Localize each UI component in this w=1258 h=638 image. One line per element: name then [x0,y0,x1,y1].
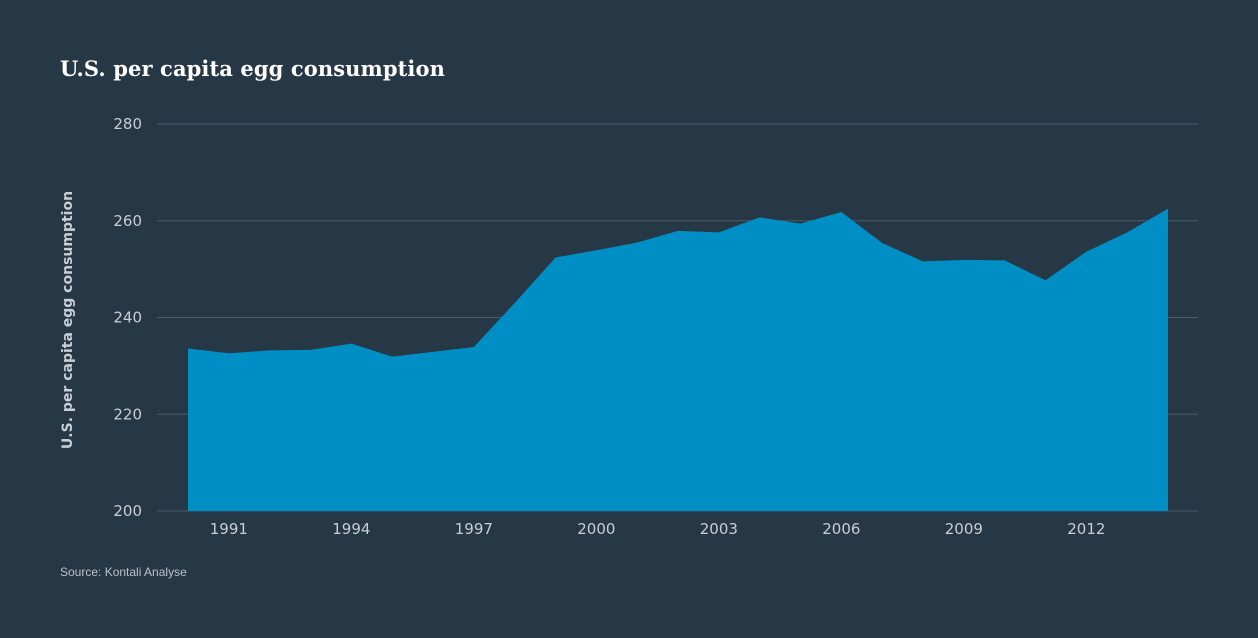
x-tick-label: 2000 [577,520,615,538]
x-tick-label: 1994 [332,520,370,538]
x-tick-label: 2012 [1067,520,1105,538]
y-tick-label: 200 [113,502,142,520]
x-tick-label: 2009 [945,520,983,538]
x-tick-label: 2006 [822,520,860,538]
y-tick-label: 260 [113,212,142,230]
y-axis-title: U.S. per capita egg consumption [60,191,76,449]
source-note: Source: Kontali Analyse [60,565,187,579]
y-tick-label: 280 [113,115,142,133]
y-axis-ticks: 200 220 240 260 280 [113,115,142,520]
x-tick-label: 1997 [455,520,493,538]
x-tick-label: 1991 [210,520,248,538]
x-tick-label: 2003 [700,520,738,538]
area-series-0 [188,208,1168,511]
plot-area [188,208,1168,511]
y-tick-label: 220 [113,405,142,423]
x-axis-ticks: 1991 1994 1997 2000 2003 2006 2009 2012 [210,520,1106,538]
y-tick-label: 240 [113,309,142,327]
chart-title: U.S. per capita egg consumption [60,56,445,81]
